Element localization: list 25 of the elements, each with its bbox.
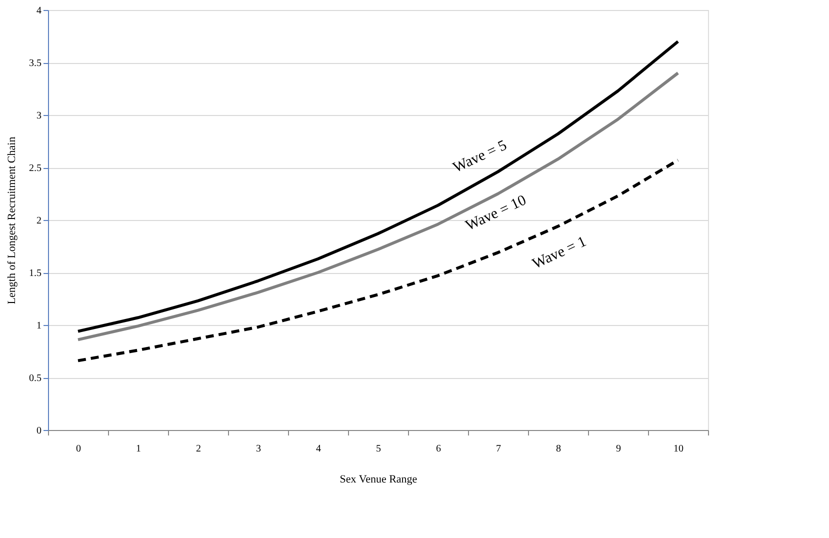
y-tick-label: 1.5 xyxy=(29,268,42,279)
x-tick-label: 10 xyxy=(674,444,684,454)
x-tick-label: 5 xyxy=(376,444,381,454)
y-tick-label: 2 xyxy=(36,216,42,226)
x-tick-label: 6 xyxy=(436,444,441,454)
x-tick-label: 9 xyxy=(616,444,621,454)
y-tick-label: 0.5 xyxy=(29,373,42,384)
x-tick-label: 8 xyxy=(556,444,561,454)
y-tick-label: 3 xyxy=(36,110,42,122)
y-tick-label: 4 xyxy=(36,6,42,16)
y-tick-label: 2.5 xyxy=(29,163,42,174)
x-tick-label: 3 xyxy=(256,444,261,454)
text: Wave = 1 xyxy=(530,234,589,273)
y-tick-label: 1 xyxy=(36,320,42,332)
x-tick-label: 7 xyxy=(496,444,501,454)
text: Wave = 10 xyxy=(463,192,529,234)
y-axis-title: Length of Longest Recruitment Chain xyxy=(6,136,18,304)
x-axis-title: Sex Venue Range xyxy=(340,474,418,486)
x-tick-label: 1 xyxy=(136,444,141,454)
y-tick-label: 0 xyxy=(36,426,42,436)
x-tick-label: 2 xyxy=(196,444,201,454)
x-tick-label: 0 xyxy=(76,444,81,454)
y-tick-label: 3.5 xyxy=(29,58,42,69)
x-tick-label: 4 xyxy=(316,444,321,454)
text: Wave = 5 xyxy=(450,138,510,176)
